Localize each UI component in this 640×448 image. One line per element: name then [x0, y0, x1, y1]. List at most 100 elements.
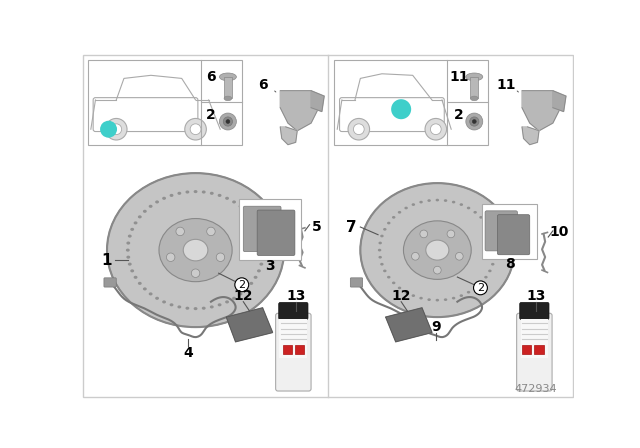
- Ellipse shape: [398, 287, 401, 289]
- Ellipse shape: [259, 235, 263, 237]
- Ellipse shape: [403, 221, 471, 280]
- FancyBboxPatch shape: [104, 278, 116, 287]
- Circle shape: [412, 252, 419, 260]
- Ellipse shape: [148, 293, 152, 295]
- FancyBboxPatch shape: [279, 302, 308, 319]
- Ellipse shape: [183, 239, 208, 261]
- Ellipse shape: [244, 287, 248, 290]
- Bar: [295, 345, 304, 354]
- Ellipse shape: [244, 210, 248, 213]
- Ellipse shape: [218, 194, 221, 197]
- Ellipse shape: [225, 197, 229, 200]
- Text: 3: 3: [266, 259, 275, 273]
- Text: 2: 2: [238, 280, 245, 290]
- Ellipse shape: [491, 235, 495, 237]
- Polygon shape: [553, 90, 566, 112]
- Ellipse shape: [148, 205, 152, 208]
- Ellipse shape: [257, 269, 261, 272]
- Polygon shape: [280, 90, 319, 131]
- Ellipse shape: [392, 216, 396, 219]
- Circle shape: [348, 118, 369, 140]
- Ellipse shape: [126, 249, 130, 252]
- Ellipse shape: [134, 221, 138, 224]
- Ellipse shape: [404, 291, 408, 293]
- Ellipse shape: [170, 303, 173, 306]
- Ellipse shape: [470, 117, 479, 126]
- Circle shape: [425, 118, 447, 140]
- Ellipse shape: [419, 201, 423, 203]
- Ellipse shape: [378, 249, 381, 251]
- Ellipse shape: [186, 307, 189, 310]
- Ellipse shape: [436, 199, 439, 202]
- Ellipse shape: [387, 222, 390, 224]
- Ellipse shape: [419, 297, 423, 299]
- Text: 13: 13: [286, 289, 305, 303]
- Text: 11: 11: [449, 70, 468, 84]
- Ellipse shape: [428, 199, 431, 202]
- Ellipse shape: [466, 113, 483, 130]
- Circle shape: [207, 227, 215, 236]
- Ellipse shape: [380, 235, 383, 237]
- Ellipse shape: [479, 281, 483, 284]
- Ellipse shape: [128, 235, 132, 237]
- Ellipse shape: [491, 263, 495, 266]
- Ellipse shape: [220, 73, 236, 81]
- Ellipse shape: [162, 301, 166, 303]
- Ellipse shape: [493, 249, 497, 251]
- FancyBboxPatch shape: [350, 278, 363, 287]
- Ellipse shape: [253, 221, 257, 224]
- FancyBboxPatch shape: [276, 313, 311, 391]
- Ellipse shape: [131, 269, 134, 272]
- Ellipse shape: [226, 120, 230, 124]
- Ellipse shape: [177, 192, 181, 195]
- Polygon shape: [311, 90, 324, 112]
- Ellipse shape: [479, 216, 483, 219]
- Ellipse shape: [138, 215, 141, 219]
- Ellipse shape: [467, 291, 470, 293]
- Circle shape: [474, 281, 488, 295]
- Ellipse shape: [452, 297, 455, 299]
- Circle shape: [431, 124, 441, 134]
- Ellipse shape: [224, 96, 232, 101]
- Ellipse shape: [261, 241, 265, 245]
- Ellipse shape: [460, 203, 463, 206]
- Circle shape: [106, 118, 127, 140]
- Ellipse shape: [177, 306, 181, 309]
- Polygon shape: [522, 90, 561, 131]
- Circle shape: [190, 124, 201, 134]
- Ellipse shape: [239, 293, 243, 295]
- Ellipse shape: [155, 297, 159, 300]
- Ellipse shape: [143, 287, 147, 290]
- Ellipse shape: [128, 263, 132, 266]
- Polygon shape: [386, 308, 432, 342]
- Circle shape: [176, 227, 184, 236]
- Ellipse shape: [426, 240, 449, 260]
- Ellipse shape: [467, 207, 470, 209]
- Ellipse shape: [360, 183, 515, 317]
- Polygon shape: [522, 127, 539, 145]
- Text: 472934: 472934: [515, 384, 557, 394]
- Ellipse shape: [474, 211, 477, 214]
- Ellipse shape: [428, 298, 431, 301]
- Ellipse shape: [131, 228, 134, 231]
- Text: 6: 6: [206, 70, 216, 84]
- FancyBboxPatch shape: [243, 206, 281, 252]
- Ellipse shape: [194, 190, 198, 193]
- Ellipse shape: [138, 282, 141, 285]
- Circle shape: [447, 230, 455, 238]
- Bar: [482, 204, 538, 259]
- Bar: [88, 60, 242, 145]
- Text: 2: 2: [477, 283, 484, 293]
- Circle shape: [191, 269, 200, 277]
- Ellipse shape: [155, 200, 159, 203]
- Ellipse shape: [412, 294, 415, 297]
- FancyBboxPatch shape: [485, 211, 517, 251]
- Ellipse shape: [202, 307, 205, 310]
- Ellipse shape: [210, 192, 214, 195]
- Text: 12: 12: [234, 289, 253, 303]
- Text: 9: 9: [431, 320, 440, 334]
- Text: 2: 2: [454, 108, 464, 122]
- Ellipse shape: [493, 241, 496, 244]
- Ellipse shape: [257, 228, 261, 231]
- Ellipse shape: [126, 241, 130, 245]
